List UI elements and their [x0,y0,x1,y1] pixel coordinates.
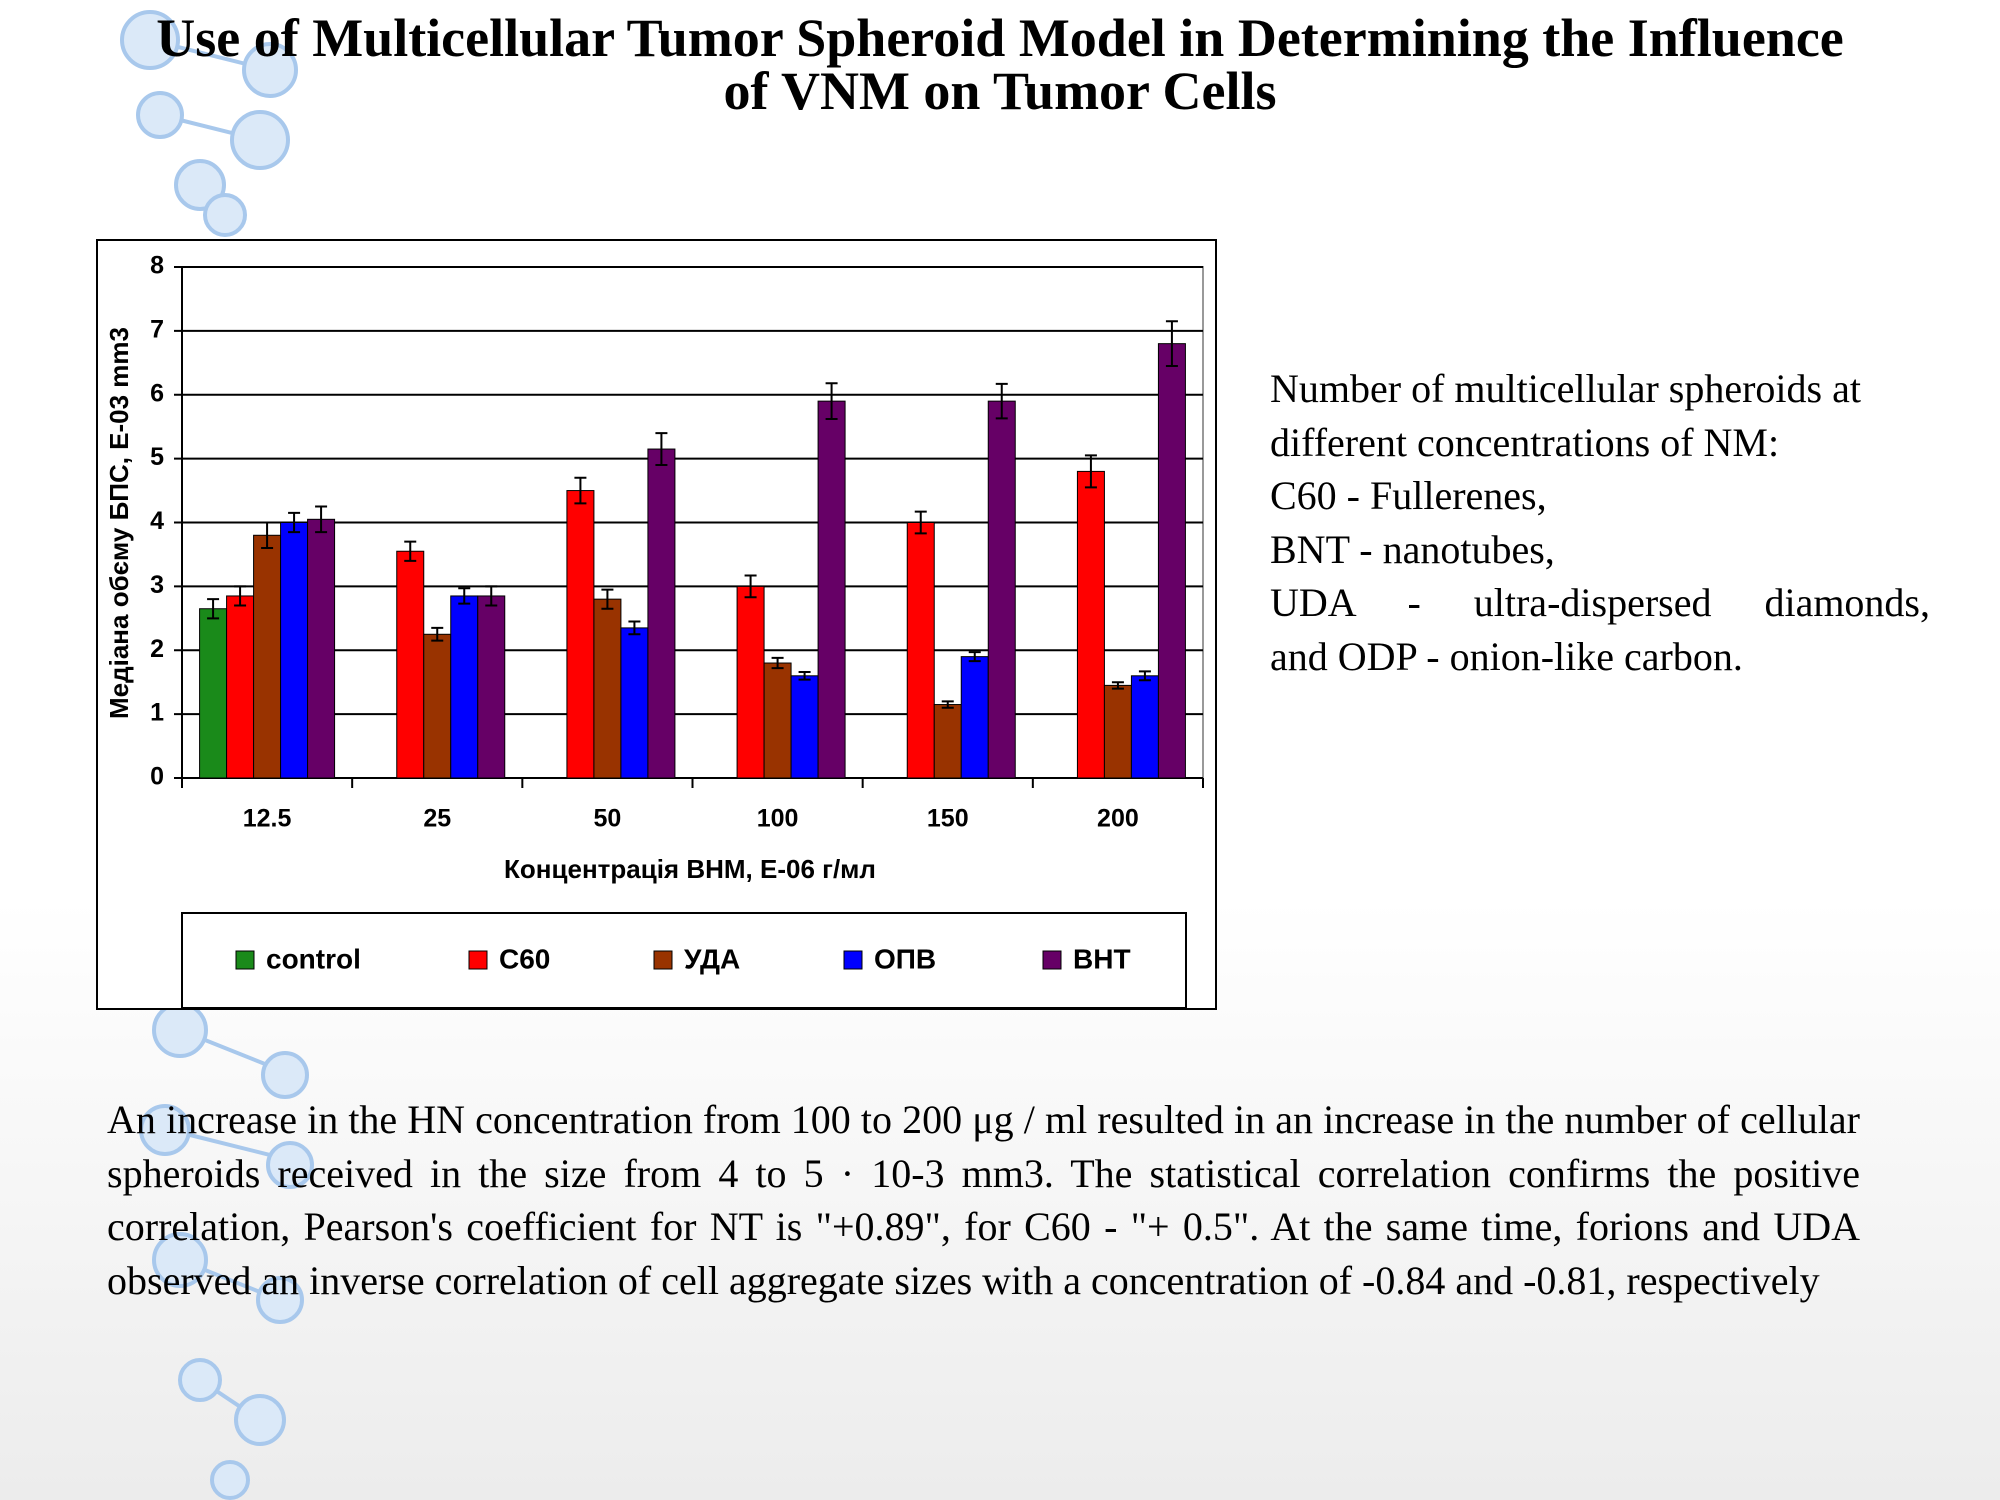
bar [226,595,255,779]
error-bar [995,382,1008,420]
bar [566,490,595,779]
bar [647,448,676,779]
side-line: Number of multicellular spheroids at [1270,366,1861,411]
error-bar [771,656,784,670]
bar [960,656,989,779]
bar [1076,470,1105,779]
bar [253,534,282,779]
bar [423,633,452,779]
side-line: and ODP - onion-like carbon. [1270,633,1743,679]
error-bar [744,574,757,599]
paragraph: An increase in the HN concentration from… [107,1097,1860,1303]
bar [933,704,962,779]
error-bar [601,588,614,610]
x-tick-label: 200 [1097,805,1139,833]
bar [477,595,506,779]
legend-label: УДА [684,943,740,974]
slide-title: Use of Multicellular Tumor Spheroid Mode… [100,11,1900,121]
bar [790,675,819,779]
legend-swatch [1042,950,1062,970]
legend-swatch [843,950,863,970]
legend-swatch [468,950,488,970]
x-tick-label: 12.5 [243,805,292,833]
bar [1103,684,1132,779]
bar [593,598,622,779]
legend-swatch [653,950,673,970]
side-line: UDA - ultra-dispersed diamonds, [1270,580,1930,626]
error-bar [485,585,498,607]
title-line: of VNM on Tumor Cells [723,61,1277,121]
error-bar [1138,670,1151,682]
error-bar [1084,454,1097,489]
y-tick-label: 2 [150,635,164,663]
x-tick-label: 100 [757,805,799,833]
error-bar [1111,681,1124,690]
bar [1130,675,1159,779]
bar [396,550,425,779]
error-bar [404,540,417,562]
bar [307,518,336,779]
dna-shapes [120,10,314,1500]
bar [817,400,846,779]
error-bar [315,505,328,534]
legend-label: C60 [499,943,550,974]
y-tick-label: 3 [150,571,164,599]
legend-label: ОПВ [874,943,936,974]
legend-label: ВНТ [1073,943,1131,974]
error-bar [655,432,668,467]
error-bar [1165,320,1178,368]
x-tick-label: 50 [594,805,622,833]
error-bar [261,521,274,550]
side-line: BNT - nanotubes, [1270,526,1555,572]
legend-box [181,912,1187,1009]
y-tick-label: 6 [150,379,164,407]
error-bar [207,598,220,620]
y-tick-label: 7 [150,315,164,343]
error-bar [288,511,301,534]
side-line: different concentrations of NM: [1270,419,1780,465]
bar [763,662,792,779]
error-bar [628,620,641,636]
y-tick-label: 5 [150,443,164,471]
error-bar [574,476,587,505]
bar [280,522,309,779]
error-bar [798,670,811,681]
side-line: C60 - Fullerenes, [1270,473,1547,519]
side-text: Number of multicellular spheroids at diff… [1270,362,1930,684]
bar [736,585,765,779]
y-axis-title: Медіана обєму БПС, Е-03 mm3 [104,327,134,719]
bar [1157,343,1186,779]
bar [199,608,228,779]
bar [620,627,649,779]
error-bar [825,382,838,421]
error-bar [914,510,927,535]
legend-label: control [266,943,361,974]
title-line: Use of Multicellular Tumor Spheroid Mode… [156,8,1844,68]
x-axis-title: Концентрація ВНМ, Е-06 г/мл [504,854,876,884]
x-tick-label: 25 [423,805,451,833]
bar [987,400,1016,779]
y-tick-label: 1 [150,699,164,727]
bar [450,595,479,779]
error-bar [941,700,954,709]
legend-swatch [235,950,255,970]
error-bar [458,587,471,605]
y-tick-label: 4 [150,507,164,535]
x-tick-label: 150 [927,805,969,833]
bar [906,522,935,779]
error-bar [234,585,247,607]
y-tick-label: 8 [150,252,164,280]
error-bar [431,626,444,642]
y-tick-label: 0 [150,763,164,791]
error-bar [968,651,981,663]
